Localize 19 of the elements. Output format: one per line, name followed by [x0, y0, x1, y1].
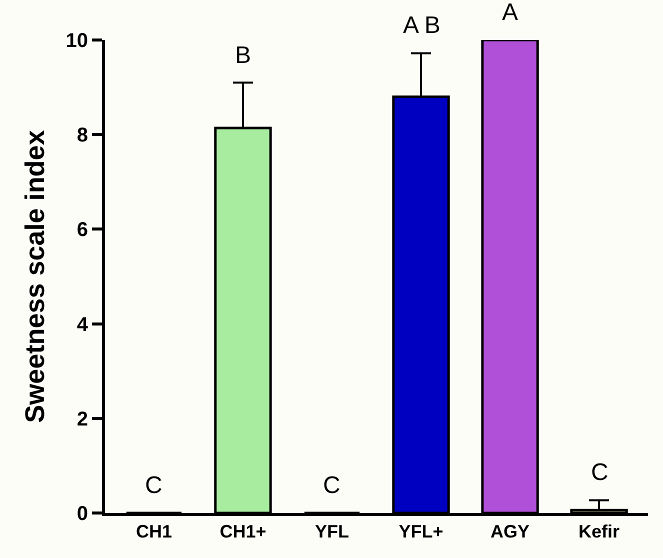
y-tick-label: 8 — [76, 124, 88, 147]
y-tick-label: 2 — [76, 408, 88, 430]
y-tick-label: 4 — [76, 314, 89, 336]
y-tick-label: 0 — [76, 503, 88, 525]
annotation: B — [235, 42, 252, 69]
text: A — [502, 0, 518, 26]
x-tick-label: YFL — [314, 522, 349, 542]
x-tick-label: YFL+ — [398, 522, 444, 542]
x-tick-label: CH1 — [136, 522, 172, 542]
y-tick-label: 10 — [66, 30, 88, 52]
y-axis-title: Sweetness scale index — [20, 130, 50, 423]
annotation: C — [323, 472, 340, 499]
text: A B — [403, 12, 440, 39]
x-tick-label: Kefir — [578, 522, 620, 542]
annotation: C — [591, 459, 608, 486]
y-tick-label: 6 — [76, 219, 88, 242]
annotation: C — [145, 472, 162, 499]
x-tick-label: CH1+ — [220, 522, 266, 542]
x-tick-label: AGY — [490, 522, 530, 542]
